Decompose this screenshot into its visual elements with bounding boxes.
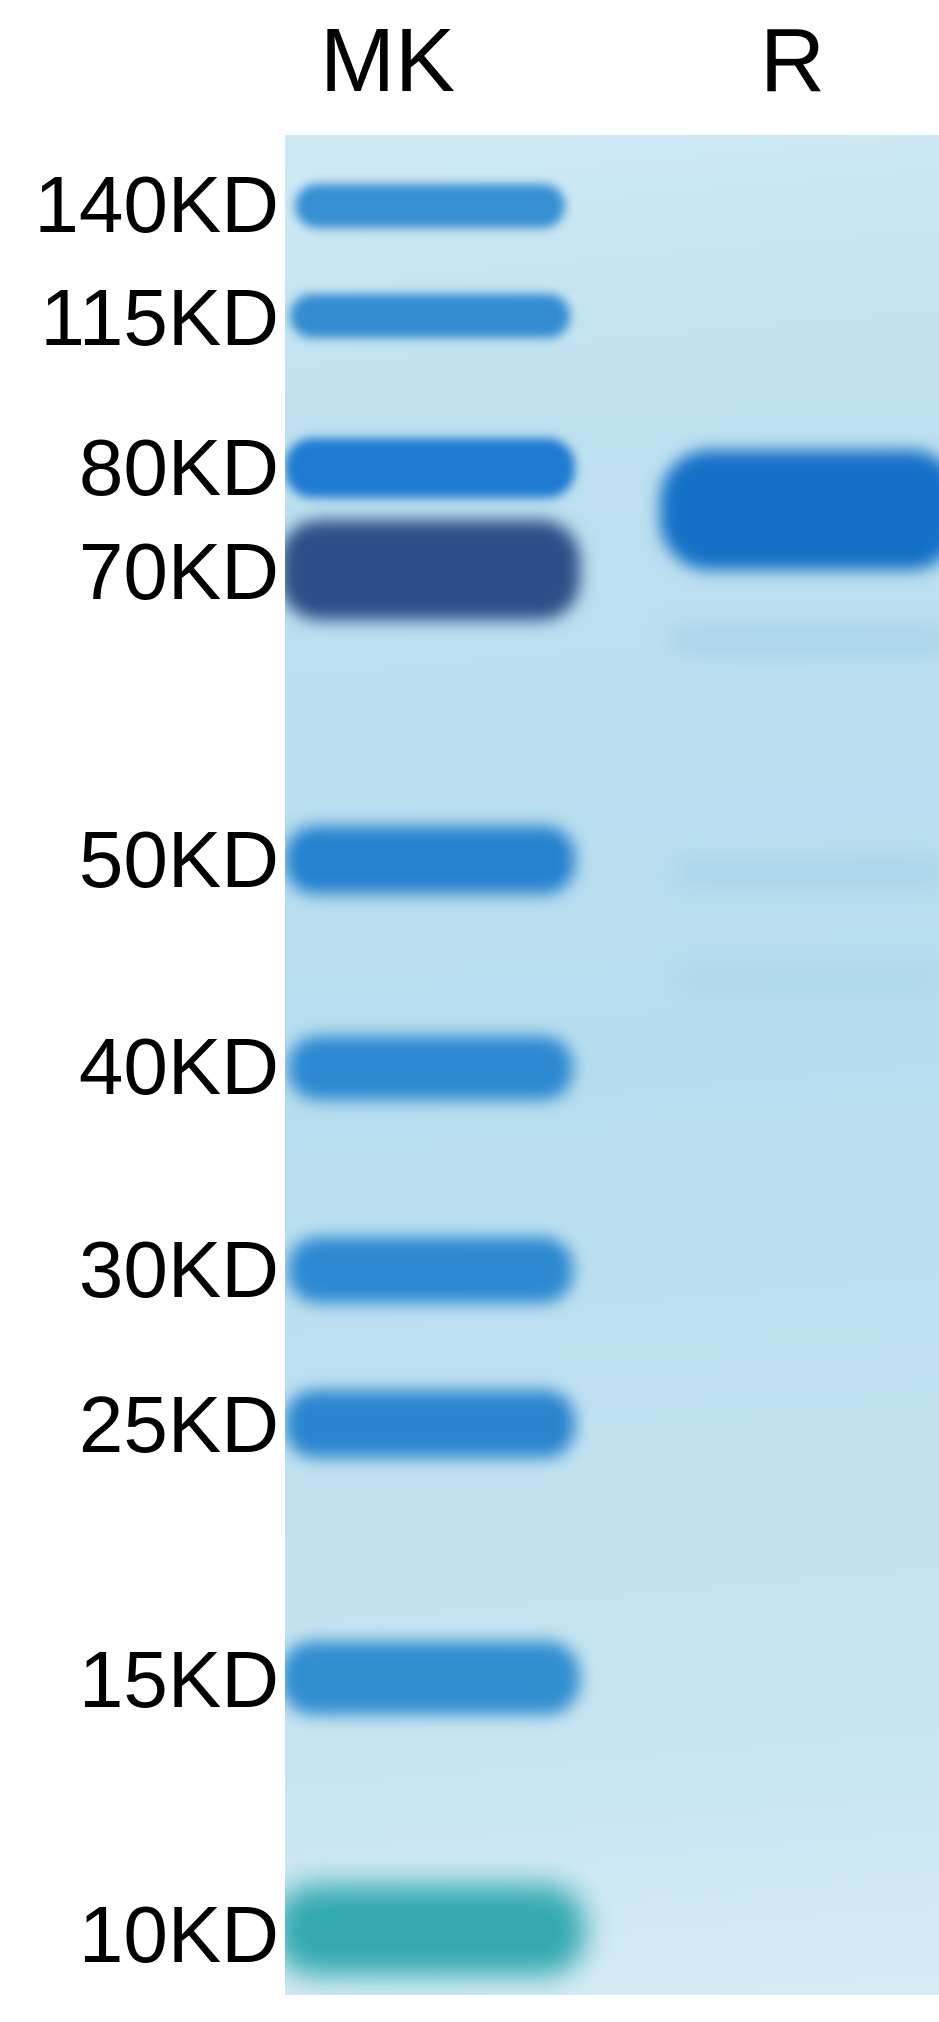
band-mk-7 (285, 1390, 575, 1458)
mw-label-5: 40KD (79, 1021, 279, 1113)
mw-label-6: 30KD (79, 1224, 279, 1316)
mw-label-0: 140KD (34, 159, 279, 251)
band-mk-0 (295, 184, 565, 228)
mw-label-9: 10KD (79, 1889, 279, 1981)
gel-figure: MK R 140KD 115KD 80KD 70KD 50KD 40KD 30K… (0, 0, 939, 2022)
band-mk-2 (285, 438, 575, 498)
gel-image (285, 135, 939, 1995)
band-mk-5 (288, 1036, 573, 1100)
mw-label-3: 70KD (79, 526, 279, 618)
band-mk-8 (285, 1641, 580, 1715)
mw-label-1: 115KD (40, 272, 279, 364)
band-r-10 (660, 450, 939, 570)
band-r-12 (675, 865, 939, 879)
mw-label-4: 50KD (79, 814, 279, 906)
band-r-13 (680, 972, 939, 984)
band-mk-4 (285, 826, 575, 894)
band-mk-6 (288, 1237, 573, 1303)
mw-label-8: 15KD (79, 1634, 279, 1726)
mw-label-7: 25KD (79, 1379, 279, 1471)
band-mk-1 (290, 294, 570, 338)
lane-label-mk: MK (320, 10, 455, 113)
band-mk-9 (285, 1885, 585, 1975)
mw-label-2: 80KD (79, 422, 279, 514)
band-mk-3 (285, 520, 580, 620)
band-r-11 (670, 634, 939, 646)
lane-label-r: R (760, 10, 825, 113)
